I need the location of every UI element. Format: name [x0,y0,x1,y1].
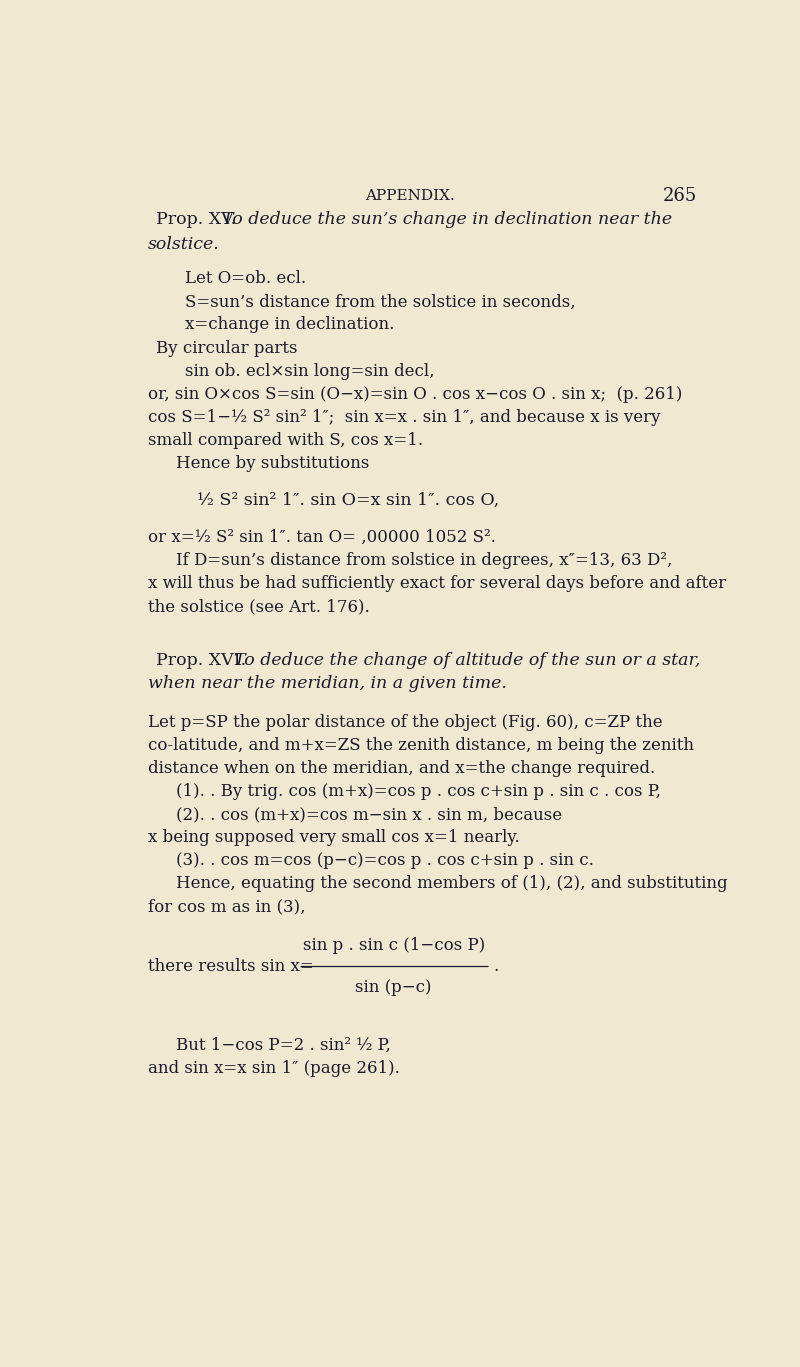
Text: To deduce the sun’s change in declination near the: To deduce the sun’s change in declinatio… [222,211,673,228]
Text: Hence by substitutions: Hence by substitutions [176,455,370,472]
Text: and sin x=x sin 1″ (page 261).: and sin x=x sin 1″ (page 261). [148,1061,400,1077]
Text: when near the meridian, in a given time.: when near the meridian, in a given time. [148,675,507,692]
Text: the solstice (see Art. 176).: the solstice (see Art. 176). [148,599,370,615]
Text: (3). . cos m=cos (p−c)=cos p . cos c+sin p . sin c.: (3). . cos m=cos (p−c)=cos p . cos c+sin… [176,853,594,869]
Text: Prop. XVI.: Prop. XVI. [156,652,246,670]
Text: Let p=SP the polar distance of the object (Fig. 60), c=ZP the: Let p=SP the polar distance of the objec… [148,714,662,731]
Text: there results sin x=: there results sin x= [148,958,314,975]
Text: or, sin O×cos S=sin (O−x)=sin O . cos x−cos O . sin x;  (p. 261): or, sin O×cos S=sin (O−x)=sin O . cos x−… [148,385,682,403]
Text: (1). . By trig. cos (m+x)=cos p . cos c+sin p . sin c . cos P,: (1). . By trig. cos (m+x)=cos p . cos c+… [176,783,661,800]
Text: S=sun’s distance from the solstice in seconds,: S=sun’s distance from the solstice in se… [186,294,576,310]
Text: To deduce the change of altitude of the sun or a star,: To deduce the change of altitude of the … [234,652,701,670]
Text: ½ S² sin² 1″. sin O=x sin 1″. cos O,: ½ S² sin² 1″. sin O=x sin 1″. cos O, [197,492,499,509]
Text: sin p . sin c (1−cos P): sin p . sin c (1−cos P) [302,938,485,954]
Text: But 1−cos P=2 . sin² ½ P,: But 1−cos P=2 . sin² ½ P, [176,1038,391,1054]
Text: If D=sun’s distance from solstice in degrees, x″=13, 63 D²,: If D=sun’s distance from solstice in deg… [176,552,672,569]
Text: Hence, equating the second members of (1), (2), and substituting: Hence, equating the second members of (1… [176,875,727,893]
Text: sin ob. ecl×sin long=sin decl,: sin ob. ecl×sin long=sin decl, [186,362,434,380]
Text: for cos m as in (3),: for cos m as in (3), [148,898,306,916]
Text: x will thus be had sufficiently exact for several days before and after: x will thus be had sufficiently exact fo… [148,576,726,592]
Text: x being supposed very small cos x=1 nearly.: x being supposed very small cos x=1 near… [148,830,520,846]
Text: or x=½ S² sin 1″. tan O= ,00000 1052 S².: or x=½ S² sin 1″. tan O= ,00000 1052 S². [148,529,496,545]
Text: cos S=1−½ S² sin² 1″;  sin x=x . sin 1″, and because x is very: cos S=1−½ S² sin² 1″; sin x=x . sin 1″, … [148,409,661,427]
Text: solstice.: solstice. [148,236,220,253]
Text: x=change in declination.: x=change in declination. [186,317,394,334]
Text: .: . [493,958,498,975]
Text: small compared with S, cos x=1.: small compared with S, cos x=1. [148,432,423,448]
Text: 265: 265 [662,187,697,205]
Text: distance when on the meridian, and x=the change required.: distance when on the meridian, and x=the… [148,760,655,776]
Text: Prop. XV.: Prop. XV. [156,211,236,228]
Text: Let O=ob. ecl.: Let O=ob. ecl. [186,271,306,287]
Text: (2). . cos (m+x)=cos m−sin x . sin m, because: (2). . cos (m+x)=cos m−sin x . sin m, be… [176,807,562,823]
Text: co-latitude, and m+x=ZS the zenith distance, m being the zenith: co-latitude, and m+x=ZS the zenith dista… [148,737,694,753]
Text: APPENDIX.: APPENDIX. [365,190,455,204]
Text: sin (p−c): sin (p−c) [355,979,432,997]
Text: By circular parts: By circular parts [156,339,298,357]
